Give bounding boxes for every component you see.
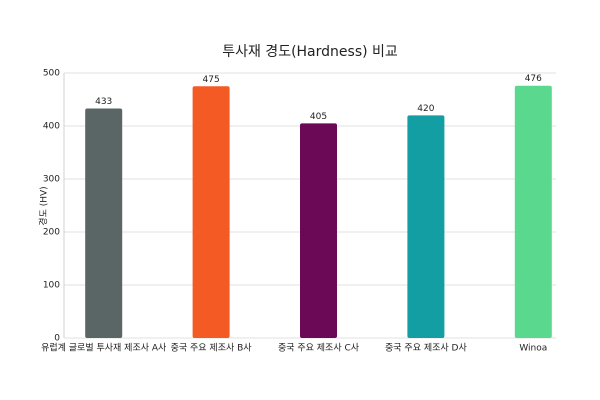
value-label: 433 — [95, 97, 112, 107]
x-tick-label: 중국 주요 제조사 C사 — [278, 343, 360, 354]
value-label: 420 — [417, 104, 434, 114]
bar — [85, 108, 123, 338]
y-tick-label: 300 — [43, 175, 60, 185]
x-tick-label: 유럽계 글로벌 투사재 제조사 A사 — [41, 342, 167, 354]
y-tick-label: 200 — [43, 228, 60, 238]
value-label: 475 — [203, 75, 220, 85]
y-tick-label: 500 — [43, 69, 60, 79]
value-label: 405 — [310, 112, 327, 122]
x-tick-label: 중국 주요 제조사 D사 — [385, 343, 467, 354]
bar — [407, 115, 445, 339]
x-tick-label: 중국 주요 제조사 B사 — [171, 343, 253, 354]
y-tick-label: 100 — [43, 281, 60, 291]
bar — [192, 86, 230, 338]
y-tick-label: 0 — [54, 334, 60, 344]
y-axis-label: 경도 (HV) — [38, 186, 50, 225]
y-tick-label: 400 — [43, 122, 60, 132]
value-label: 476 — [525, 74, 542, 84]
x-tick-label: Winoa — [519, 344, 547, 354]
chart-title: 투사재 경도(Hardness) 비교 — [222, 44, 398, 60]
bar — [300, 123, 337, 338]
bar — [514, 85, 552, 338]
